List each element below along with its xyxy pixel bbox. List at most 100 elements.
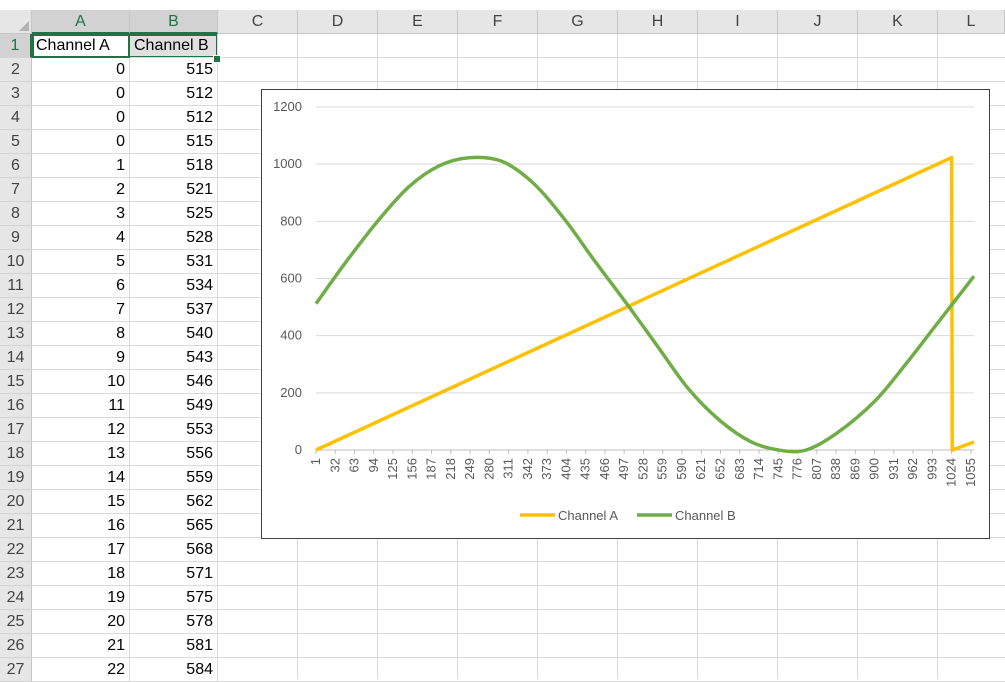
row-header-21[interactable]: 21 — [0, 514, 32, 538]
cell-a5[interactable]: 0 — [32, 130, 130, 154]
row-header-10[interactable]: 10 — [0, 250, 32, 274]
row-header-26[interactable]: 26 — [0, 634, 32, 658]
cell-a17[interactable]: 12 — [32, 418, 130, 442]
cell-b11[interactable]: 534 — [130, 274, 218, 298]
column-header-e[interactable]: E — [378, 10, 458, 34]
row-header-16[interactable]: 16 — [0, 394, 32, 418]
cell-a27[interactable]: 22 — [32, 658, 130, 682]
row-header-8[interactable]: 8 — [0, 202, 32, 226]
row-header-7[interactable]: 7 — [0, 178, 32, 202]
row-header-23[interactable]: 23 — [0, 562, 32, 586]
column-header-j[interactable]: J — [778, 10, 858, 34]
cell-a10[interactable]: 5 — [32, 250, 130, 274]
column-header-h[interactable]: H — [618, 10, 698, 34]
cell-b1[interactable]: Channel B — [130, 34, 218, 58]
cell-b26[interactable]: 581 — [130, 634, 218, 658]
cell-b9[interactable]: 528 — [130, 226, 218, 250]
row-header-22[interactable]: 22 — [0, 538, 32, 562]
cell-a15[interactable]: 10 — [32, 370, 130, 394]
cell-a25[interactable]: 20 — [32, 610, 130, 634]
row-header-17[interactable]: 17 — [0, 418, 32, 442]
row-header-25[interactable]: 25 — [0, 610, 32, 634]
cell-b19[interactable]: 559 — [130, 466, 218, 490]
row-header-18[interactable]: 18 — [0, 442, 32, 466]
row-header-11[interactable]: 11 — [0, 274, 32, 298]
row-header-19[interactable]: 19 — [0, 466, 32, 490]
cell-a3[interactable]: 0 — [32, 82, 130, 106]
x-tick-label: 683 — [732, 458, 747, 480]
cell-a9[interactable]: 4 — [32, 226, 130, 250]
cell-a23[interactable]: 18 — [32, 562, 130, 586]
column-header-a[interactable]: A — [32, 10, 130, 34]
column-header-i[interactable]: I — [698, 10, 778, 34]
cell-b25[interactable]: 578 — [130, 610, 218, 634]
select-all-corner[interactable] — [0, 10, 32, 34]
cell-a19[interactable]: 14 — [32, 466, 130, 490]
x-tick-label: 466 — [597, 458, 612, 480]
cell-b6[interactable]: 518 — [130, 154, 218, 178]
cell-b4[interactable]: 512 — [130, 106, 218, 130]
cell-a2[interactable]: 0 — [32, 58, 130, 82]
row-header-5[interactable]: 5 — [0, 130, 32, 154]
cell-b18[interactable]: 556 — [130, 442, 218, 466]
row-header-27[interactable]: 27 — [0, 658, 32, 682]
column-header-f[interactable]: F — [458, 10, 538, 34]
cell-a8[interactable]: 3 — [32, 202, 130, 226]
line-chart[interactable]: 0 200 400 600 800 1000 1200 1 32 63 94 125 156 187 218… — [261, 89, 990, 539]
column-header-c[interactable]: C — [218, 10, 298, 34]
row-header-15[interactable]: 15 — [0, 370, 32, 394]
cell-b5[interactable]: 515 — [130, 130, 218, 154]
row-header-3[interactable]: 3 — [0, 82, 32, 106]
cell-a21[interactable]: 16 — [32, 514, 130, 538]
cell-a20[interactable]: 15 — [32, 490, 130, 514]
cell-b16[interactable]: 549 — [130, 394, 218, 418]
column-header-k[interactable]: K — [858, 10, 938, 34]
column-header-g[interactable]: G — [538, 10, 618, 34]
cell-b10[interactable]: 531 — [130, 250, 218, 274]
row-header-20[interactable]: 20 — [0, 490, 32, 514]
cell-a14[interactable]: 9 — [32, 346, 130, 370]
cell-a12[interactable]: 7 — [32, 298, 130, 322]
cell-a6[interactable]: 1 — [32, 154, 130, 178]
cell-b12[interactable]: 537 — [130, 298, 218, 322]
row-header-6[interactable]: 6 — [0, 154, 32, 178]
cell-b15[interactable]: 546 — [130, 370, 218, 394]
cell-b2[interactable]: 515 — [130, 58, 218, 82]
row-header-14[interactable]: 14 — [0, 346, 32, 370]
cell-b21[interactable]: 565 — [130, 514, 218, 538]
row-header-24[interactable]: 24 — [0, 586, 32, 610]
row-header-1[interactable]: 1 — [0, 34, 32, 58]
row-header-9[interactable]: 9 — [0, 226, 32, 250]
cell-a13[interactable]: 8 — [32, 322, 130, 346]
fill-handle[interactable] — [213, 55, 221, 63]
row-header-4[interactable]: 4 — [0, 106, 32, 130]
row-header-2[interactable]: 2 — [0, 58, 32, 82]
column-header-l[interactable]: L — [938, 10, 1005, 34]
cell-b14[interactable]: 543 — [130, 346, 218, 370]
column-header-b[interactable]: B — [130, 10, 218, 34]
cell-a26[interactable]: 21 — [32, 634, 130, 658]
row-header-13[interactable]: 13 — [0, 322, 32, 346]
cell-a16[interactable]: 11 — [32, 394, 130, 418]
cell-a1[interactable]: Channel A — [32, 34, 130, 58]
cell-b7[interactable]: 521 — [130, 178, 218, 202]
cell-b8[interactable]: 525 — [130, 202, 218, 226]
cell-b27[interactable]: 584 — [130, 658, 218, 682]
cell-b13[interactable]: 540 — [130, 322, 218, 346]
cell-a22[interactable]: 17 — [32, 538, 130, 562]
cell-b22[interactable]: 568 — [130, 538, 218, 562]
cell-a18[interactable]: 13 — [32, 442, 130, 466]
cell-b20[interactable]: 562 — [130, 490, 218, 514]
y-tick-label: 400 — [280, 328, 302, 343]
cell-a11[interactable]: 6 — [32, 274, 130, 298]
cell-a24[interactable]: 19 — [32, 586, 130, 610]
cell-b17[interactable]: 553 — [130, 418, 218, 442]
cell-a7[interactable]: 2 — [32, 178, 130, 202]
cell-b3[interactable]: 512 — [130, 82, 218, 106]
cell-b23[interactable]: 571 — [130, 562, 218, 586]
row-header-12[interactable]: 12 — [0, 298, 32, 322]
column-header-d[interactable]: D — [298, 10, 378, 34]
cell-a4[interactable]: 0 — [32, 106, 130, 130]
cell-b24[interactable]: 575 — [130, 586, 218, 610]
